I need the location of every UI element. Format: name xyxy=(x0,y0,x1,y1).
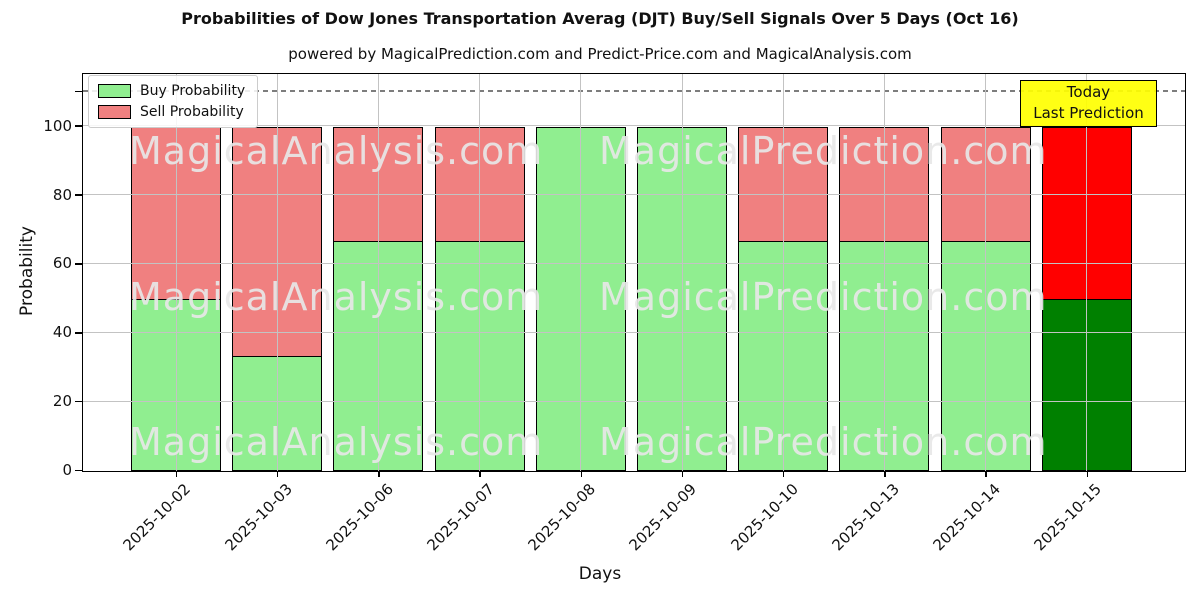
plot-area: Buy Probability Sell Probability Today L… xyxy=(82,73,1186,472)
gridline-v xyxy=(175,74,177,471)
gridline-h xyxy=(83,331,1185,333)
x-tick-label: 2025-10-03 xyxy=(221,480,296,555)
y-tick-mark xyxy=(75,332,82,334)
y-tick-mark xyxy=(75,194,82,196)
gridline-h xyxy=(83,262,1185,264)
watermark-right: MagicalPrediction.com xyxy=(599,129,1048,173)
x-tick-mark xyxy=(1086,472,1089,477)
watermark-left: MagicalAnalysis.com xyxy=(129,275,544,319)
legend-item-buy: Buy Probability xyxy=(98,83,245,99)
gridline-v xyxy=(1086,74,1088,471)
y-tick-label: 0 xyxy=(62,461,72,479)
x-tick-mark xyxy=(175,472,178,477)
x-tick-label: 2025-10-15 xyxy=(1030,480,1106,555)
gridline-v xyxy=(681,74,683,471)
y-tick-mark xyxy=(75,400,82,403)
today-annotation-line2: Last Prediction xyxy=(1033,104,1144,122)
today-annotation: Today Last Prediction xyxy=(1020,80,1157,127)
x-tick-label: 2025-10-07 xyxy=(423,480,498,555)
x-tick-mark xyxy=(580,472,583,477)
x-tick-label: 2025-10-09 xyxy=(625,480,701,555)
watermark-left: MagicalAnalysis.com xyxy=(129,129,544,173)
sell-swatch-icon xyxy=(98,105,131,119)
y-tick-mark xyxy=(75,125,82,127)
x-tick-mark xyxy=(985,472,987,477)
legend-label-buy: Buy Probability xyxy=(140,83,246,99)
gridline-v xyxy=(580,74,582,471)
gridline-v xyxy=(276,74,278,471)
y-tick-label: 100 xyxy=(43,116,72,135)
x-axis-label: Days xyxy=(578,564,622,584)
gridline-v xyxy=(479,74,481,471)
legend-item-sell: Sell Probability xyxy=(98,104,245,120)
x-tick-label: 2025-10-13 xyxy=(828,480,903,555)
chart-title: Probabilities of Dow Jones Transportatio… xyxy=(181,9,1019,28)
chart-subtitle: powered by MagicalPrediction.com and Pre… xyxy=(288,45,912,63)
watermark-right: MagicalPrediction.com xyxy=(599,420,1048,464)
legend: Buy Probability Sell Probability xyxy=(88,75,259,128)
today-annotation-line1: Today xyxy=(1066,83,1111,101)
x-tick-mark xyxy=(681,472,684,477)
gridline-h xyxy=(83,125,1185,127)
y-tick-label: 40 xyxy=(52,323,72,342)
x-tick-mark xyxy=(276,472,279,477)
y-tick-mark xyxy=(75,263,82,265)
watermark-right: MagicalPrediction.com xyxy=(599,275,1048,319)
gridline-h xyxy=(83,400,1185,402)
y-tick-mark xyxy=(75,90,82,93)
gridline-v xyxy=(782,74,784,471)
x-tick-label: 2025-10-10 xyxy=(727,480,802,555)
dashed-threshold-line xyxy=(83,90,1185,92)
gridline-v xyxy=(377,74,379,471)
x-tick-mark xyxy=(782,472,785,477)
buy-swatch-icon xyxy=(98,84,131,98)
y-tick-mark xyxy=(75,469,82,472)
gridline-v xyxy=(883,74,885,471)
gridline-v xyxy=(985,74,987,471)
y-tick-label: 80 xyxy=(52,185,72,204)
x-tick-label: 2025-10-14 xyxy=(929,480,1004,555)
x-tick-mark xyxy=(378,472,380,477)
watermark-left: MagicalAnalysis.com xyxy=(129,420,544,464)
x-tick-mark xyxy=(884,472,886,477)
x-tick-label: 2025-10-02 xyxy=(119,480,195,555)
y-tick-label: 20 xyxy=(52,392,72,411)
gridline-h xyxy=(83,194,1185,196)
legend-label-sell: Sell Probability xyxy=(140,104,244,120)
x-tick-label: 2025-10-08 xyxy=(524,480,600,555)
y-tick-label: 60 xyxy=(52,254,72,273)
x-tick-mark xyxy=(479,472,481,477)
x-tick-label: 2025-10-06 xyxy=(322,480,397,555)
